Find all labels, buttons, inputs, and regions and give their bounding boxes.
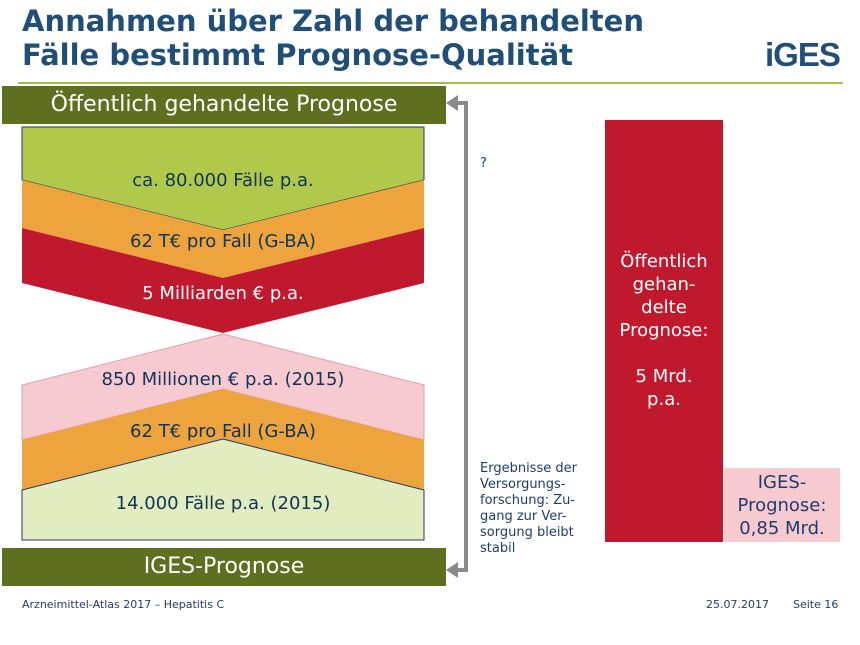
lower-label-cost-per-case: 62 T€ pro Fall (G-BA)	[130, 421, 316, 442]
public-prognosis-line: p.a.	[647, 389, 681, 410]
iges-prognosis-bar	[724, 468, 840, 542]
iges-logo: iGES	[765, 36, 841, 73]
footer-source: Arzneimittel-Atlas 2017 – Hepatitis C	[22, 598, 225, 611]
arrow-note-line: stabil	[480, 541, 516, 556]
question-mark: ?	[480, 156, 487, 171]
public-prognosis-line: 5 Mrd.	[635, 366, 693, 387]
upper-label-cases: ca. 80.000 Fälle p.a.	[132, 170, 314, 191]
slide-title: Annahmen über Zahl der behandelten Fälle…	[22, 4, 722, 72]
bracket-arrowhead-top	[446, 95, 458, 111]
upper-chevron-total	[22, 228, 424, 333]
lower-label-cases: 14.000 Fälle p.a. (2015)	[115, 493, 331, 514]
public-prognosis-line: delte	[641, 297, 687, 318]
arrow-note-line: sorgung bleibt	[480, 525, 574, 540]
public-prognosis-line: Prognose:	[619, 320, 709, 341]
arrow-note-line: Versorgungs-	[480, 477, 566, 492]
slide-title-line-1: Annahmen über Zahl der behandelten	[22, 4, 644, 38]
upper-label-total: 5 Milliarden € p.a.	[142, 283, 304, 304]
public-prognosis-bar	[605, 120, 723, 542]
bottom-band-iges-prognosis: IGES-Prognose	[2, 548, 446, 586]
footer-page-number: Seite 16	[793, 598, 839, 611]
lower-chevron-cases	[21, 438, 425, 541]
upper-chevron-cost-per-case	[22, 180, 424, 278]
arrow-note-line: forschung: Zu-	[480, 493, 576, 508]
comparison-bracket	[450, 101, 468, 572]
iges-prognosis-line: 0,85 Mrd.	[739, 518, 825, 539]
lower-label-total: 850 Millionen € p.a. (2015)	[101, 369, 345, 390]
arrow-note-line: gang zur Ver-	[480, 509, 567, 524]
bracket-arrowhead-bottom	[446, 562, 458, 578]
title-divider	[18, 82, 843, 84]
top-band-public-prognosis: Öffentlich gehandelte Prognose	[2, 86, 446, 124]
lower-chevron-cost-per-case	[22, 389, 424, 490]
arrow-note-line: Ergebnisse der	[480, 461, 577, 476]
upper-label-cost-per-case: 62 T€ pro Fall (G-BA)	[130, 231, 316, 252]
arrow-note: Ergebnisse der Versorgungs- forschung: Z…	[480, 461, 598, 557]
public-prognosis-line: gehan-	[632, 274, 696, 295]
public-prognosis-spacer	[605, 342, 723, 365]
iges-prognosis-label: IGES- Prognose: 0,85 Mrd.	[724, 471, 840, 540]
iges-prognosis-line: Prognose:	[737, 495, 827, 516]
footer-date: 25.07.2017	[706, 598, 769, 611]
iges-prognosis-line: IGES-	[757, 472, 807, 493]
slide-title-line-2: Fälle bestimmt Prognose-Qualität	[22, 38, 574, 72]
public-prognosis-line: Öffentlich	[620, 251, 708, 272]
public-prognosis-label: Öffentlich gehan- delte Prognose: 5 Mrd.…	[605, 250, 723, 411]
